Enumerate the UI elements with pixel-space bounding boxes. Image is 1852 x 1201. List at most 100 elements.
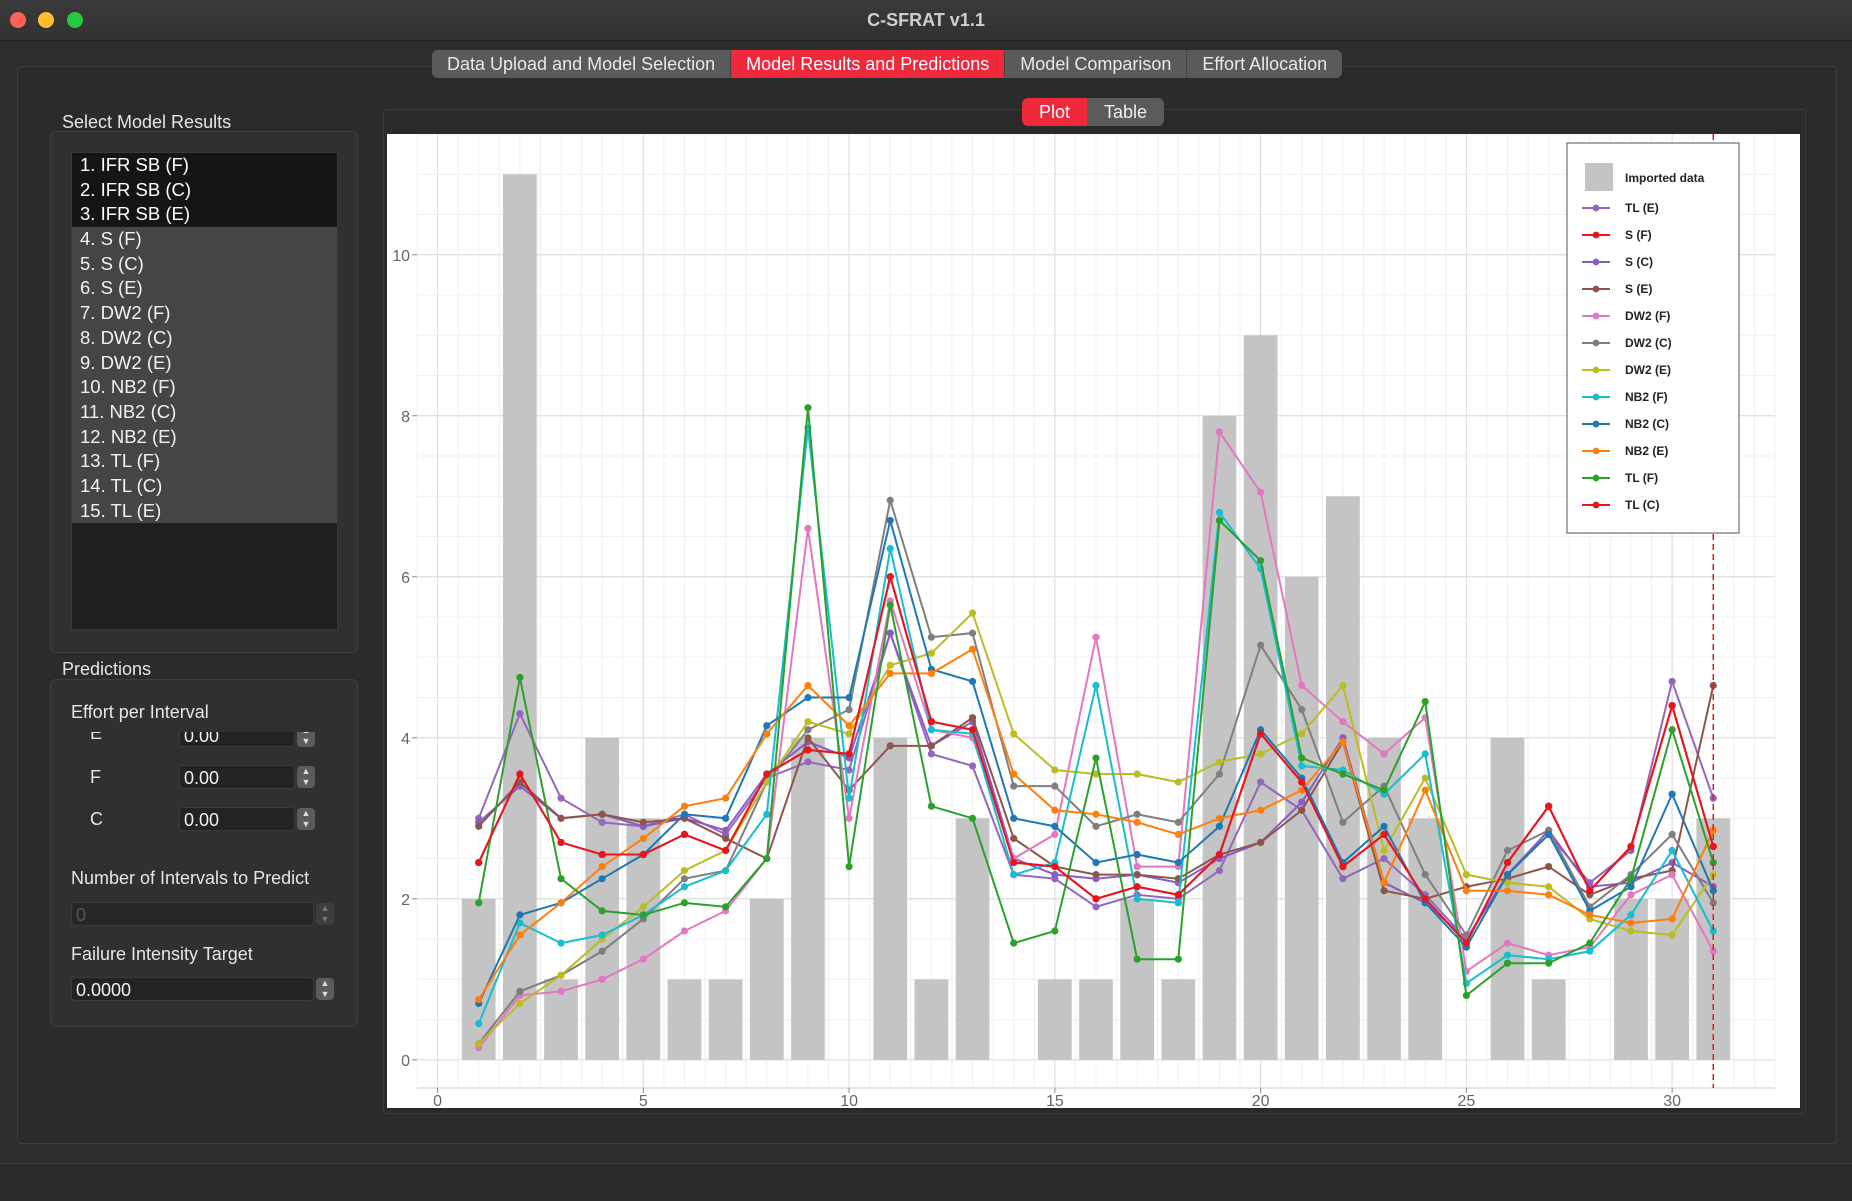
model-list-item[interactable]: 11. NB2 (C): [72, 399, 337, 425]
data-point: [1380, 879, 1388, 887]
effort-e-label: E: [90, 732, 103, 743]
data-point: [1421, 786, 1429, 794]
plot-view-button[interactable]: Plot: [1022, 98, 1088, 126]
legend-label: NB2 (C): [1625, 417, 1669, 431]
data-bar: [667, 979, 702, 1060]
results-chart[interactable]: 0 5 10 15 20 25 30 0 2 4 6 8 10 Imported data TL (E) S …: [387, 133, 1800, 1110]
data-point: [1421, 750, 1429, 758]
data-point: [1257, 750, 1265, 758]
data-point: [1257, 778, 1265, 786]
data-point: [516, 673, 524, 682]
model-list-item[interactable]: 5. S (C): [72, 251, 337, 277]
effort-f-input[interactable]: 0.00: [179, 765, 295, 789]
data-point: [763, 810, 771, 818]
fi-target-stepper[interactable]: ▲ ▼: [316, 978, 334, 1000]
data-point: [1133, 871, 1141, 879]
model-list-item[interactable]: 1. IFR SB (F): [72, 153, 337, 178]
data-point: [1133, 955, 1141, 963]
data-point: [1133, 883, 1141, 891]
data-point: [1010, 834, 1018, 843]
tab-model-results[interactable]: Model Results and Predictions: [731, 50, 1006, 78]
data-point: [557, 987, 565, 995]
data-point: [845, 693, 853, 702]
data-point: [598, 947, 606, 955]
data-point: [639, 911, 647, 919]
data-point: [1627, 919, 1635, 927]
effort-e-stepper[interactable]: ▲▼: [297, 732, 315, 747]
intervals-stepper[interactable]: ▲ ▼: [316, 903, 334, 925]
data-point: [804, 734, 812, 742]
model-list-item[interactable]: 15. TL (E): [72, 498, 337, 524]
data-point: [1462, 887, 1470, 895]
effort-f-stepper[interactable]: ▲ ▼: [297, 766, 315, 788]
data-point: [1298, 681, 1306, 690]
model-list-item[interactable]: 4. S (F): [72, 227, 337, 252]
data-bar: [1655, 898, 1689, 1060]
data-point: [1545, 959, 1553, 967]
data-point: [1709, 887, 1717, 895]
data-point: [722, 834, 730, 843]
effort-c-input[interactable]: 0.00: [179, 807, 295, 831]
data-point: [1051, 822, 1059, 830]
data-point: [722, 903, 730, 911]
legend-label: DW2 (E): [1625, 363, 1671, 377]
tab-model-comparison[interactable]: Model Comparison: [1005, 50, 1188, 78]
data-bar: [626, 818, 661, 1060]
data-point: [1092, 633, 1100, 641]
model-list-item[interactable]: 6. S (E): [72, 276, 337, 302]
data-point: [1339, 818, 1347, 826]
legend-label: DW2 (F): [1625, 309, 1670, 323]
data-point: [1709, 927, 1717, 935]
model-list-item[interactable]: 8. DW2 (C): [72, 325, 337, 351]
data-point: [680, 867, 689, 875]
effort-c-stepper[interactable]: ▲ ▼: [297, 808, 315, 830]
data-bar: [1243, 335, 1278, 1060]
data-point: [1257, 557, 1265, 565]
model-list-item[interactable]: 13. TL (F): [72, 449, 337, 474]
data-bar: [708, 979, 743, 1060]
data-bar: [1037, 979, 1072, 1060]
effort-e-input[interactable]: 0.00: [179, 732, 295, 747]
model-list-item[interactable]: 3. IFR SB (E): [72, 202, 337, 228]
data-point: [1668, 726, 1676, 734]
data-point: [1133, 863, 1141, 871]
model-list-item[interactable]: 12. NB2 (E): [72, 424, 337, 450]
data-point: [1380, 854, 1388, 863]
data-point: [1586, 947, 1594, 955]
model-list-item[interactable]: 9. DW2 (E): [72, 350, 337, 376]
data-point: [1298, 754, 1306, 762]
model-list[interactable]: 1. IFR SB (F) 2. IFR SB (C) 3. IFR SB (E) 4…: [71, 152, 338, 630]
tab-data-upload[interactable]: Data Upload and Model Selection: [432, 50, 732, 78]
data-bar: [1079, 979, 1113, 1060]
data-point: [1092, 754, 1100, 762]
data-point: [1668, 701, 1676, 710]
close-window-button[interactable]: [10, 12, 26, 28]
data-point: [1298, 730, 1306, 738]
zoom-window-button[interactable]: [67, 12, 83, 28]
data-point: [1586, 911, 1594, 919]
data-point: [516, 710, 524, 718]
intervals-input[interactable]: 0: [71, 902, 314, 926]
legend-marker: [1592, 312, 1600, 320]
data-point: [845, 863, 853, 871]
table-view-button[interactable]: Table: [1087, 98, 1165, 126]
model-list-item[interactable]: 2. IFR SB (C): [72, 177, 337, 203]
data-point: [639, 818, 647, 826]
model-list-item[interactable]: 7. DW2 (F): [72, 301, 337, 326]
data-point: [1339, 681, 1347, 690]
data-point: [1010, 814, 1018, 822]
minimize-window-button[interactable]: [38, 12, 54, 28]
effort-c-label: C: [90, 809, 103, 829]
data-point: [1257, 488, 1265, 496]
data-point: [886, 742, 894, 750]
effort-scroll-area[interactable]: E 0.00 ▲▼ F 0.00 ▲▼ C 0.00 ▲▼: [71, 732, 336, 852]
model-list-item[interactable]: 10. NB2 (F): [72, 375, 337, 400]
x-tick-label: 15: [1046, 1093, 1064, 1108]
data-point: [1380, 822, 1388, 830]
tab-effort-allocation[interactable]: Effort Allocation: [1187, 50, 1343, 78]
data-point: [1462, 871, 1470, 879]
model-list-item[interactable]: 14. TL (C): [72, 473, 337, 499]
data-point: [680, 810, 689, 818]
fi-target-input[interactable]: 0.0000: [71, 977, 314, 1001]
legend-marker: [1592, 447, 1600, 455]
